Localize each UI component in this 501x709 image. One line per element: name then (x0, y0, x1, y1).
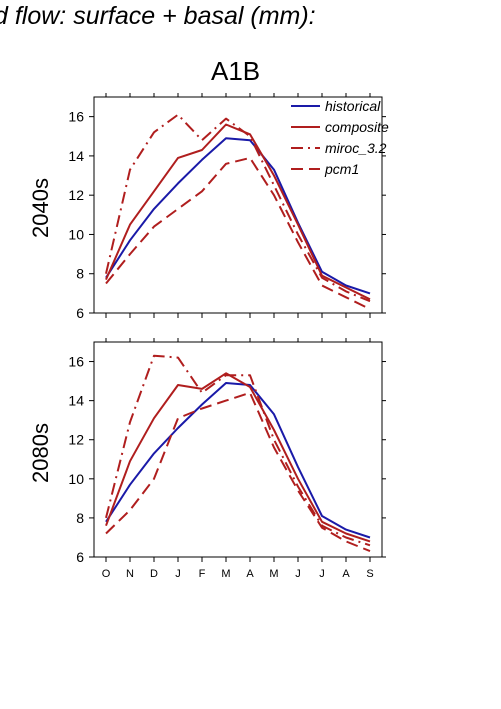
y-tick-label-2040s-14: 14 (68, 148, 84, 164)
y-tick-label-2080s-14: 14 (68, 393, 84, 409)
legend-label-composite: composite (325, 119, 389, 135)
plot-frame-2040s (93, 96, 383, 314)
legend-label-historical: historical (325, 98, 381, 114)
series-line-2040s-miroc-3-2 (105, 113, 371, 303)
y-tick-label-2040s-12: 12 (68, 187, 84, 203)
y-tick-label-2040s-10: 10 (68, 226, 84, 242)
series-line-2040s-composite (105, 123, 371, 301)
x-tick-label-2080s-4: F (199, 568, 206, 580)
x-tick-label-2080s-0: O (102, 568, 111, 580)
series-line-2080s-composite (105, 372, 371, 543)
x-tick-label-2080s-2: D (150, 568, 158, 580)
x-tick-label-2080s-10: A (342, 568, 350, 580)
legend-label-pcm1: pcm1 (324, 161, 359, 177)
y-tick-label-2080s-16: 16 (68, 354, 84, 370)
y-tick-label-2080s-8: 8 (76, 510, 84, 526)
plot-frame-2080s (93, 341, 383, 558)
series-line-2080s-miroc-3-2 (105, 354, 371, 547)
x-tick-label-2080s-7: M (269, 568, 278, 580)
series-line-2040s-historical (105, 137, 371, 295)
x-tick-label-2080s-8: J (295, 568, 301, 580)
y-tick-label-2080s-12: 12 (68, 432, 84, 448)
x-tick-label-2080s-3: J (175, 568, 181, 580)
x-tick-label-2080s-11: S (366, 568, 373, 580)
y-tick-label-2040s-8: 8 (76, 266, 84, 282)
series-line-2080s-historical (105, 382, 371, 539)
x-tick-label-2080s-6: A (246, 568, 254, 580)
x-tick-label-2080s-5: M (221, 568, 230, 580)
y-tick-label-2080s-6: 6 (76, 549, 84, 565)
y-tick-label-2040s-16: 16 (68, 109, 84, 125)
scenario-title: A1B (211, 56, 261, 86)
y-tick-label-2080s-10: 10 (68, 471, 84, 487)
figure-title: d flow: surface + basal (mm): (0, 2, 316, 30)
x-tick-label-2080s-1: N (126, 568, 134, 580)
y-tick-label-2040s-6: 6 (76, 305, 84, 321)
series-line-2040s-pcm1 (105, 156, 371, 310)
x-tick-label-2080s-9: J (319, 568, 325, 580)
legend-label-miroc-3-2: miroc_3.2 (325, 140, 387, 156)
series-line-2080s-pcm1 (105, 391, 371, 553)
